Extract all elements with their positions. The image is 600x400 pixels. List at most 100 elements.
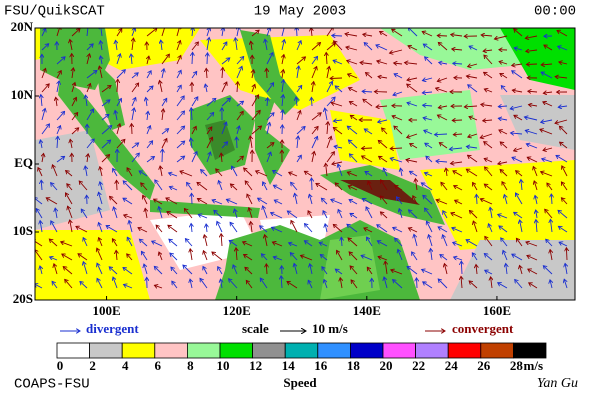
wind-arrow [236, 66, 242, 79]
wind-arrow [169, 173, 178, 177]
wind-arrow [86, 44, 93, 51]
wind-arrow [236, 101, 244, 107]
wind-arrow [41, 180, 42, 191]
wind-arrow [311, 126, 318, 135]
wind-arrow [422, 92, 433, 93]
wind-arrow [297, 136, 298, 149]
wind-arrow [512, 254, 523, 261]
wind-arrow [221, 98, 231, 107]
x-tick-label: 120E [223, 303, 251, 318]
wind-arrow [40, 266, 42, 275]
wind-arrow [87, 154, 88, 163]
wind-arrow [296, 97, 297, 107]
wind-arrow [514, 147, 523, 151]
wind-arrow [453, 134, 463, 135]
wind-arrow [364, 228, 373, 233]
wind-arrow [546, 239, 553, 247]
wind-arrow [406, 160, 418, 162]
wind-arrow [424, 130, 433, 135]
wind-arrow [502, 182, 508, 191]
wind-arrow [436, 200, 448, 205]
colorbar-swatch [186, 342, 221, 359]
scale-label: scale [242, 321, 269, 336]
wind-arrow [529, 105, 538, 106]
wind-arrow [139, 239, 148, 247]
wind-arrow [311, 43, 321, 51]
wind-arrow [439, 62, 448, 64]
wind-arrow [393, 280, 403, 289]
wind-arrow [526, 144, 538, 149]
wind-arrow [161, 54, 169, 65]
wind-arrow [266, 152, 271, 163]
wind-arrow [176, 28, 180, 37]
colorbar-swatch [480, 342, 514, 359]
wind-arrow [514, 115, 523, 121]
wind-arrow [378, 77, 388, 79]
wind-arrow [203, 267, 208, 275]
wind-arrow [176, 126, 185, 135]
wind-arrow [320, 255, 328, 261]
wind-arrow [543, 266, 553, 275]
wind-arrow [191, 224, 192, 233]
wind-arrow [123, 181, 133, 191]
wind-arrow [212, 200, 223, 205]
wind-arrow [99, 223, 103, 233]
wind-arrow [282, 80, 284, 93]
wind-arrow [390, 49, 403, 53]
wind-arrow [380, 212, 388, 219]
wind-arrow [56, 156, 65, 163]
wind-arrow [70, 139, 72, 149]
wind-arrow [394, 63, 403, 64]
wind-arrow [168, 225, 178, 233]
wind-arrow [117, 180, 118, 191]
wind-arrow [296, 111, 301, 121]
wind-arrow [466, 240, 478, 247]
wind-arrow [361, 255, 373, 261]
x-tick-label: 100E [92, 303, 120, 318]
wind-arrow [408, 46, 418, 51]
wind-arrow [425, 143, 433, 149]
wind-arrow [109, 267, 118, 275]
wind-arrow [484, 55, 493, 65]
wind-arrow [325, 224, 327, 233]
wind-arrow [287, 211, 298, 219]
wind-arrow [245, 267, 253, 275]
wind-arrow [155, 180, 163, 191]
wind-arrow [347, 224, 358, 233]
wind-arrow [461, 261, 462, 275]
wind-arrow [392, 29, 403, 37]
wind-arrow [206, 127, 212, 135]
wind-arrow [87, 28, 88, 37]
wind-arrow [176, 85, 181, 93]
wind-arrow [550, 250, 552, 261]
wind-arrow [483, 120, 493, 121]
wind-arrow [484, 72, 493, 79]
wind-arrow [221, 58, 230, 65]
wind-arrow [516, 193, 523, 205]
wind-arrow [127, 237, 133, 247]
wind-arrow [159, 207, 163, 219]
wind-arrow [555, 77, 568, 78]
wind-arrow [244, 168, 253, 177]
wind-arrow [282, 95, 283, 107]
wind-arrow [421, 183, 433, 191]
wind-arrow [289, 243, 298, 247]
colorbar: 0 2 4 6 8 10 12 14 16 18 20 22 24 26 28 m/s [56, 342, 547, 373]
wind-arrow [71, 97, 76, 107]
wind-arrow [192, 193, 193, 205]
wind-arrow [425, 208, 433, 219]
wind-arrow [234, 209, 237, 219]
wind-arrow [322, 267, 328, 275]
wind-arrow [407, 133, 418, 138]
wind-arrow [197, 199, 208, 205]
wind-arrow [376, 106, 388, 107]
wind-arrow [51, 221, 58, 233]
wind-arrow [101, 126, 112, 135]
divergent-label: divergent [86, 321, 139, 336]
wind-arrow [415, 179, 417, 191]
wind-arrow [99, 207, 103, 219]
wind-arrow [335, 86, 343, 93]
wind-arrow [115, 111, 117, 121]
wind-arrow [251, 222, 252, 233]
wind-arrow [97, 248, 103, 261]
